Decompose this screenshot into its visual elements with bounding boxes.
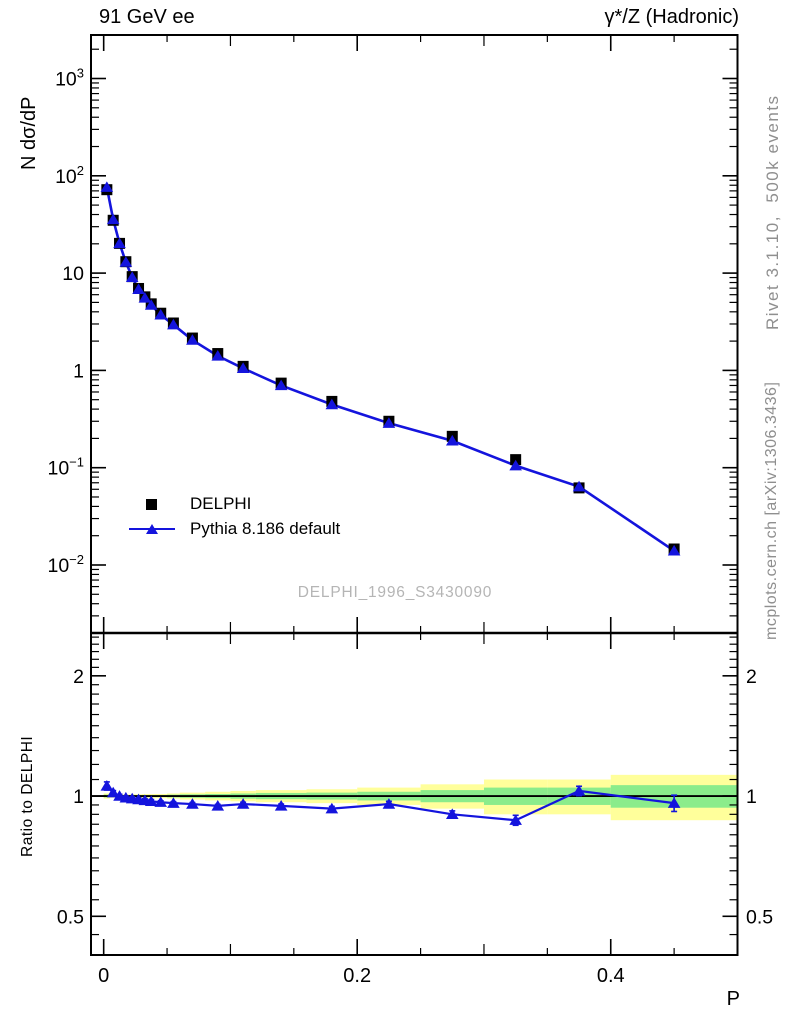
main-y-axis-label: N dσ/dP <box>18 96 40 171</box>
svg-text:10−1: 10−1 <box>47 455 84 480</box>
svg-text:1: 1 <box>73 786 84 808</box>
svg-text:0.5: 0.5 <box>746 906 773 928</box>
legend-label-delphi: DELPHI <box>190 494 252 513</box>
title-process: γ*/Z (Hadronic) <box>604 6 739 28</box>
ratio-y-axis-label: Ratio to DELPHI <box>19 735 36 857</box>
svg-text:2: 2 <box>73 666 84 688</box>
watermark: DELPHI_1996_S3430090 <box>297 584 493 601</box>
svg-text:10: 10 <box>62 263 84 285</box>
rivet-version-note: Rivet 3.1.10, 500k events <box>763 94 782 330</box>
svg-text:102: 102 <box>55 163 84 188</box>
axis-ticks <box>91 35 739 955</box>
x-axis-label: P <box>726 988 740 1010</box>
svg-text:1: 1 <box>73 360 84 382</box>
svg-text:2: 2 <box>746 666 757 688</box>
svg-text:0.2: 0.2 <box>343 965 371 987</box>
delphi-markers <box>101 184 680 555</box>
legend-triangle-marker <box>145 523 158 534</box>
pythia-markers <box>100 181 681 556</box>
svg-text:10−2: 10−2 <box>47 552 84 577</box>
title-beam: 91 GeV ee <box>99 6 195 28</box>
svg-text:0: 0 <box>98 965 109 987</box>
svg-text:103: 103 <box>55 66 84 91</box>
ratio-markers <box>100 780 681 825</box>
svg-text:0.5: 0.5 <box>57 906 84 928</box>
mcplots-arxiv-note: mcplots.cern.ch [arXiv:1306.3436] <box>763 381 780 640</box>
svg-text:0.4: 0.4 <box>597 965 625 987</box>
svg-text:1: 1 <box>746 786 757 808</box>
legend-label-pythia: Pythia 8.186 default <box>190 519 341 538</box>
legend-square-marker <box>146 499 157 510</box>
